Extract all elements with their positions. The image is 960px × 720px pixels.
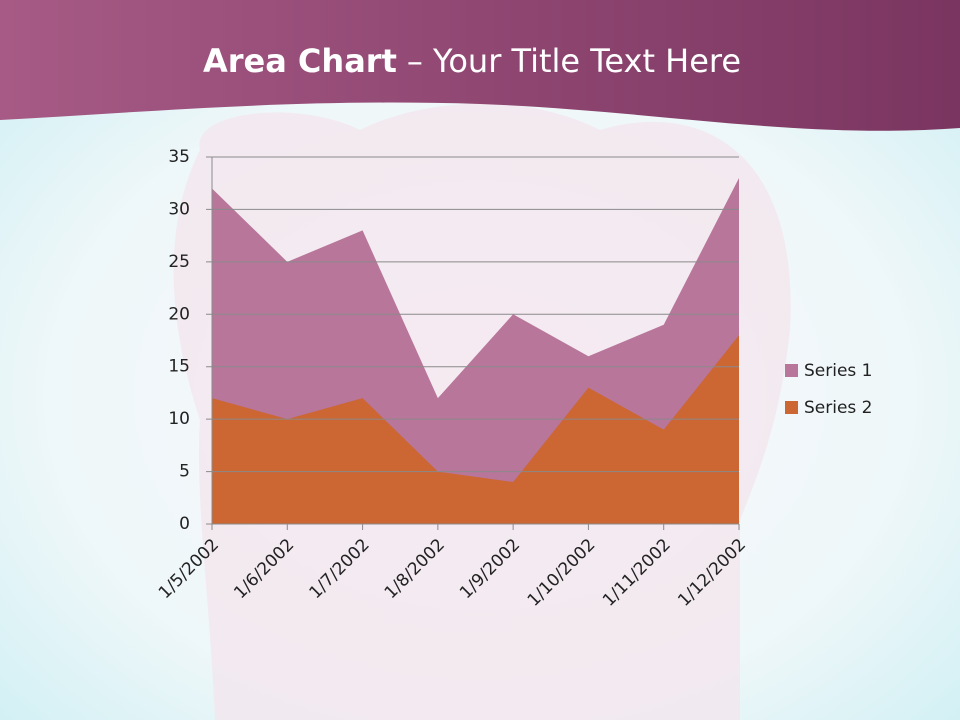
y-tick-label: 25 xyxy=(168,252,190,272)
slide-title: Area Chart – Your Title Text Here xyxy=(203,42,741,80)
y-tick-label: 10 xyxy=(168,409,190,429)
y-tick-label: 15 xyxy=(168,357,190,377)
y-tick-label: 30 xyxy=(168,199,190,219)
y-tick-label: 0 xyxy=(179,514,190,534)
y-tick-label: 35 xyxy=(168,147,190,167)
legend-swatch xyxy=(785,401,798,414)
title-text: – Your Title Text Here xyxy=(407,42,741,80)
legend-label: Series 1 xyxy=(804,361,873,381)
legend-label: Series 2 xyxy=(804,398,873,418)
header-band xyxy=(0,0,960,131)
y-tick-label: 5 xyxy=(179,462,190,482)
y-tick-label: 20 xyxy=(168,304,190,324)
title-bold: Area Chart xyxy=(203,42,397,80)
legend-swatch xyxy=(785,364,798,377)
area-series xyxy=(212,335,739,524)
